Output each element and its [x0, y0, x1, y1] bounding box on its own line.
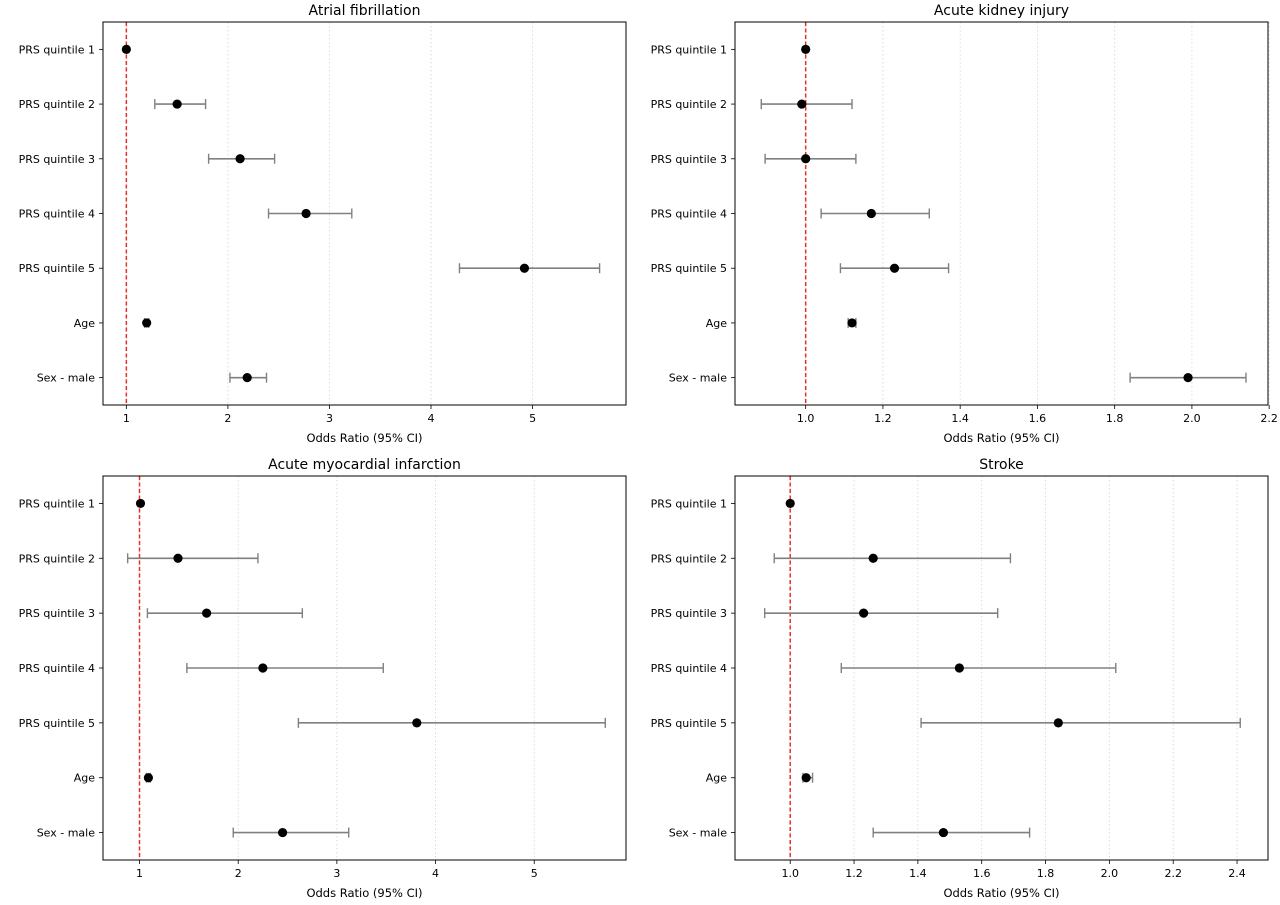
- odds-ratio-point: [173, 553, 183, 563]
- y-tick-label: PRS quintile 4: [651, 662, 727, 675]
- odds-ratio-point: [785, 498, 795, 509]
- y-tick-label: PRS quintile 1: [651, 43, 727, 56]
- x-tick-label: 1: [136, 867, 143, 880]
- x-tick-label: 5: [529, 412, 536, 425]
- y-tick-label: PRS quintile 5: [19, 262, 95, 275]
- x-axis-label: Odds Ratio (95% CI): [306, 431, 422, 445]
- x-tick-label: 1: [123, 412, 130, 425]
- odds-ratio-point: [847, 318, 857, 328]
- x-tick-label: 2.0: [1101, 867, 1119, 880]
- axes-frame: [734, 21, 1269, 406]
- y-tick-label: Age: [706, 317, 728, 330]
- odds-ratio-point: [172, 99, 182, 109]
- x-tick-label: 2: [224, 412, 231, 425]
- subplot-4: PRS quintile 1 PRS quintile 2 PRS quintile…: [651, 457, 1269, 900]
- odds-ratio-point: [797, 99, 807, 109]
- x-tick-label: 1.8: [1106, 412, 1124, 425]
- odds-ratio-point: [889, 263, 900, 273]
- y-tick-label: PRS quintile 3: [19, 153, 95, 166]
- x-tick-label: 4: [432, 867, 439, 880]
- x-tick-label: 1.4: [951, 412, 969, 425]
- y-tick-label: PRS quintile 5: [651, 262, 727, 275]
- odds-ratio-point: [242, 373, 252, 383]
- x-tick-label: 3: [333, 867, 340, 880]
- axes-frame: [102, 21, 627, 406]
- x-tick-label: 5: [531, 867, 538, 880]
- y-tick-label: Sex - male: [669, 372, 728, 385]
- subplot-1: PRS quintile 1 PRS quintile 2 PRS quintile…: [19, 3, 627, 445]
- odds-ratio-point: [801, 44, 811, 54]
- y-tick-label: Sex - male: [37, 827, 96, 840]
- x-axis-label: Odds Ratio (95% CI): [943, 431, 1059, 445]
- x-tick-label: 1.4: [909, 867, 927, 880]
- x-axis-label: Odds Ratio (95% CI): [306, 886, 422, 900]
- x-tick-label: 4: [428, 412, 435, 425]
- odds-ratio-point: [143, 773, 153, 783]
- y-tick-label: Age: [74, 317, 96, 330]
- x-tick-label: 2: [235, 867, 242, 880]
- y-tick-label: PRS quintile 1: [19, 497, 95, 510]
- y-tick-label: Sex - male: [669, 827, 728, 840]
- x-tick-label: 1.6: [1029, 412, 1047, 425]
- y-tick-label: PRS quintile 4: [19, 662, 95, 675]
- y-tick-label: PRS quintile 3: [19, 607, 95, 620]
- x-tick-label: 2.2: [1260, 412, 1278, 425]
- odds-ratio-point: [277, 827, 288, 838]
- odds-ratio-point: [801, 773, 811, 783]
- odds-ratio-point: [519, 263, 530, 273]
- y-tick-label: PRS quintile 5: [651, 717, 727, 730]
- odds-ratio-point: [235, 154, 245, 164]
- x-tick-label: 1.8: [1037, 867, 1055, 880]
- odds-ratio-point: [258, 663, 268, 673]
- x-tick-label: 2.4: [1228, 867, 1246, 880]
- y-tick-label: PRS quintile 5: [19, 717, 95, 730]
- axes-frame: [734, 475, 1269, 861]
- odds-ratio-point: [142, 318, 152, 328]
- x-tick-label: 2.2: [1164, 867, 1182, 880]
- odds-ratio-point: [202, 608, 212, 618]
- y-tick-label: PRS quintile 4: [19, 208, 95, 221]
- x-tick-label: 1.0: [797, 412, 815, 425]
- y-tick-label: Age: [74, 772, 96, 785]
- y-tick-label: PRS quintile 2: [19, 98, 95, 111]
- subplot-3: PRS quintile 1 PRS quintile 2 PRS quintile…: [19, 457, 627, 900]
- y-tick-label: PRS quintile 2: [19, 552, 95, 565]
- x-tick-label: 3: [326, 412, 333, 425]
- odds-ratio-point: [135, 498, 146, 509]
- odds-ratio-point: [1053, 718, 1063, 728]
- subplot-title: Atrial fibrillation: [309, 3, 421, 19]
- y-tick-label: PRS quintile 4: [651, 208, 727, 221]
- odds-ratio-point: [938, 827, 949, 838]
- subplot-title: Acute myocardial infarction: [268, 457, 461, 473]
- odds-ratio-point: [801, 154, 811, 164]
- odds-ratio-point: [866, 208, 876, 219]
- subplot-title: Acute kidney injury: [934, 3, 1069, 19]
- y-tick-label: PRS quintile 2: [651, 98, 727, 111]
- odds-ratio-point: [859, 608, 869, 618]
- y-tick-label: Sex - male: [37, 372, 96, 385]
- subplot-2: PRS quintile 1 PRS quintile 2 PRS quintile…: [651, 3, 1278, 445]
- y-tick-label: PRS quintile 3: [651, 153, 727, 166]
- x-tick-label: 2.0: [1183, 412, 1201, 425]
- odds-ratio-point: [412, 718, 422, 728]
- y-tick-label: Age: [706, 772, 728, 785]
- odds-ratio-point: [954, 663, 964, 673]
- odds-ratio-point: [868, 553, 878, 563]
- y-tick-label: PRS quintile 1: [651, 497, 727, 510]
- y-tick-label: PRS quintile 3: [651, 607, 727, 620]
- y-tick-label: PRS quintile 1: [19, 43, 95, 56]
- odds-ratio-point: [121, 44, 131, 54]
- x-tick-label: 1.0: [781, 867, 799, 880]
- x-tick-label: 1.2: [874, 412, 892, 425]
- x-axis-label: Odds Ratio (95% CI): [943, 886, 1059, 900]
- axes-frame: [102, 475, 627, 861]
- x-tick-label: 1.2: [845, 867, 863, 880]
- y-tick-label: PRS quintile 2: [651, 552, 727, 565]
- odds-ratio-point: [1183, 373, 1193, 383]
- odds-ratio-point: [301, 208, 311, 219]
- x-tick-label: 1.6: [973, 867, 991, 880]
- subplot-title: Stroke: [979, 457, 1024, 473]
